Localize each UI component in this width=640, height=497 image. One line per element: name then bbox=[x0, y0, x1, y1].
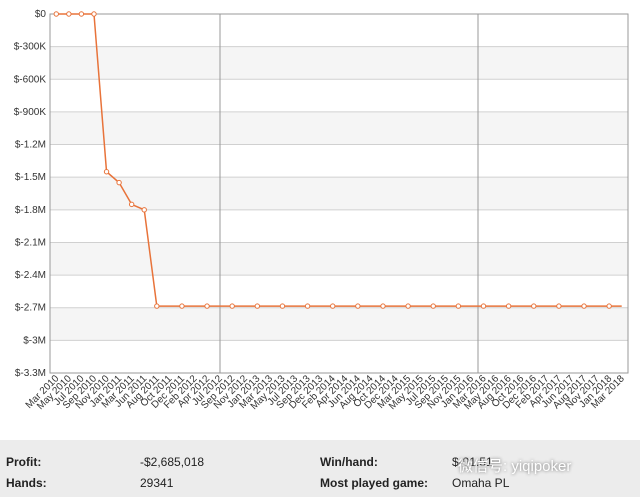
point-marker bbox=[405, 303, 411, 309]
point-marker bbox=[380, 303, 386, 309]
value: Omaha PL bbox=[452, 476, 510, 490]
plot-band bbox=[50, 14, 628, 47]
y-tick-label: $-1.2M bbox=[15, 140, 46, 151]
chart: $0 $-300K $-600K $-900K $-1.2M $-1.5M $-1.8M $-… bbox=[14, 9, 629, 412]
plot-band bbox=[50, 177, 628, 210]
y-tick-label: $-3.3M bbox=[15, 368, 46, 379]
point-marker bbox=[204, 303, 210, 309]
y-tick-label: $-1.8M bbox=[15, 205, 46, 216]
point-marker bbox=[556, 303, 562, 309]
point-marker bbox=[531, 303, 537, 309]
point-marker bbox=[279, 303, 286, 309]
y-tick-label: $-900K bbox=[14, 107, 47, 118]
y-tick-label: $0 bbox=[35, 9, 47, 20]
point-marker bbox=[179, 303, 185, 309]
value: -$2,685,018 bbox=[140, 455, 205, 469]
point-marker bbox=[581, 303, 587, 309]
y-tick-label: $-2.4M bbox=[15, 270, 46, 281]
label: Hands: bbox=[6, 476, 47, 490]
plot-band bbox=[50, 275, 628, 308]
plot-band bbox=[50, 79, 628, 112]
stats-footer: Profit: -$2,685,018 Win/hand: $-91.51 Ha… bbox=[0, 440, 640, 497]
point-marker bbox=[254, 303, 261, 309]
plot-band bbox=[50, 209, 628, 243]
y-tick-label: $-600K bbox=[14, 74, 47, 85]
point-marker bbox=[355, 303, 361, 309]
plot-border bbox=[49, 13, 629, 374]
value: $-91.51 bbox=[452, 455, 493, 469]
plot-band bbox=[50, 46, 628, 80]
point-marker bbox=[505, 303, 512, 309]
label: Most played game: bbox=[320, 476, 429, 490]
value: 29341 bbox=[140, 476, 174, 490]
watermark: 微信号: yiqipoker bbox=[458, 458, 572, 475]
y-tick-label: $-2.7M bbox=[15, 303, 46, 314]
point-marker bbox=[154, 303, 160, 309]
plot-band bbox=[50, 340, 628, 373]
y-tick-label: $-2.1M bbox=[15, 237, 46, 248]
point-marker bbox=[91, 11, 97, 17]
point-marker bbox=[103, 169, 110, 175]
plot-band bbox=[50, 111, 628, 145]
point-marker bbox=[430, 303, 436, 309]
point-marker bbox=[304, 303, 311, 309]
point-marker bbox=[78, 11, 85, 17]
point-marker bbox=[330, 303, 336, 309]
plot-band bbox=[50, 307, 628, 341]
point-marker bbox=[128, 201, 135, 208]
label: Win/hand: bbox=[320, 455, 378, 469]
point-marker bbox=[141, 207, 147, 213]
point-marker bbox=[116, 179, 122, 186]
label: Profit: bbox=[6, 455, 42, 469]
line bbox=[56, 13, 622, 307]
point-marker bbox=[229, 303, 235, 309]
point-marker bbox=[606, 303, 612, 309]
plot-band bbox=[50, 242, 628, 276]
point-marker bbox=[53, 11, 59, 17]
y-tick-label: $-300K bbox=[14, 42, 47, 53]
y-tick-label: $-3M bbox=[23, 335, 46, 346]
point-marker bbox=[66, 11, 72, 17]
plot-band bbox=[50, 144, 628, 178]
point-marker bbox=[455, 303, 462, 309]
point-marker bbox=[480, 303, 487, 309]
y-tick-label: $-1.5M bbox=[15, 172, 46, 183]
